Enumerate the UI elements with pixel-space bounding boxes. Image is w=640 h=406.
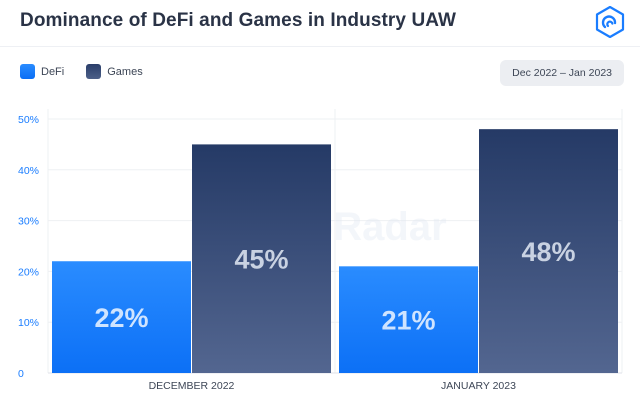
y-tick-label: 40% [18,165,39,177]
bar-value-label: 22% [94,303,148,333]
y-tick-label: 20% [18,266,39,278]
bar-games-2 [479,129,618,373]
y-tick-label: 30% [18,216,39,228]
legend-item-defi[interactable]: DeFi [20,64,64,79]
bar-value-label: 21% [381,306,435,336]
dappradar-logo-icon[interactable] [594,6,626,38]
bar-value-label: 45% [234,245,288,275]
x-tick-label: DECEMBER 2022 [149,380,235,392]
legend-swatch-defi [20,64,35,79]
legend-label-defi: DeFi [41,65,65,78]
date-range-badge[interactable]: Dec 2022 – Jan 2023 [500,60,624,86]
bar-games-1 [192,144,331,373]
y-tick-label: 0 [18,368,24,380]
y-tick-label: 50% [18,114,39,126]
chart-legend: DeFi Games [20,64,143,79]
chart-title: Dominance of DeFi and Games in Industry … [20,10,457,31]
bar-value-label: 48% [521,237,575,267]
bar-defi-1 [52,261,191,373]
bar-defi-2 [339,266,478,373]
legend-label-games: Games [107,65,143,78]
x-tick-label: JANUARY 2023 [441,380,516,392]
header-divider [0,46,640,47]
legend-swatch-games [86,64,102,79]
legend-item-games[interactable]: Games [86,64,143,79]
y-tick-label: 10% [18,317,39,329]
